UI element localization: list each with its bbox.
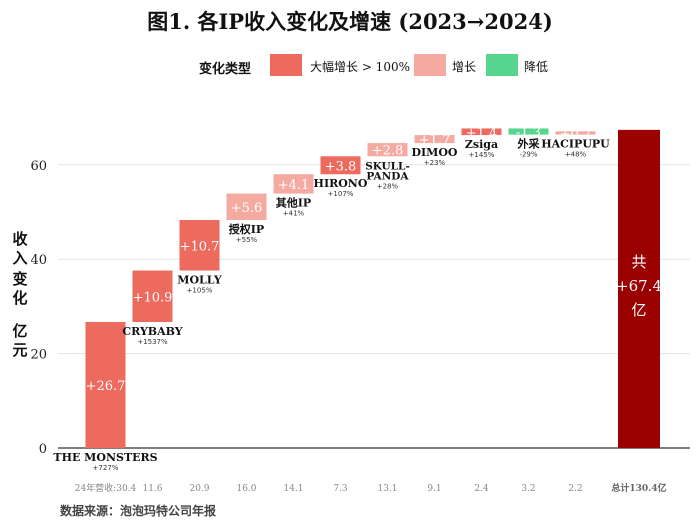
bar-value-label: -1.3 — [516, 126, 541, 141]
revenue-2024-label: 16.0 — [236, 484, 256, 494]
y-tick-label: 60 — [30, 159, 47, 174]
bar-growth-label: +107% — [328, 190, 354, 198]
bar-hirono — [320, 156, 361, 175]
y-tick-label: 40 — [30, 253, 47, 268]
bar-growth-label: +105% — [187, 287, 213, 295]
bar-total — [618, 129, 660, 448]
legend-label-decrease: 降低 — [524, 60, 549, 74]
legend-swatch-big-growth — [270, 54, 302, 76]
bar-growth-label: +48% — [565, 151, 587, 159]
revenue-2024-total-label: 总计130.4亿 — [611, 482, 666, 494]
y-axis-label-line3: 亿元 — [12, 322, 28, 359]
total-value-label: 亿 — [631, 301, 646, 319]
bar-name-label: MOLLY — [177, 274, 222, 287]
revenue-2024-label: 2.2 — [568, 484, 582, 494]
bar-value-label: +26.7 — [86, 379, 126, 394]
bar-value-label: +3.8 — [325, 159, 357, 174]
bar-growth-label: +1537% — [137, 338, 168, 346]
y-axis-label-line1: 收入 — [12, 230, 28, 267]
bar-name-label: Zsiga — [465, 138, 498, 151]
bar-growth-label: +145% — [469, 151, 495, 159]
bar-growth-label: +23% — [424, 159, 446, 167]
bar-name-label: HIRONO — [314, 177, 368, 190]
bar-value-label: +1.4 — [466, 126, 498, 141]
bar-value-label: +10.7 — [180, 239, 220, 254]
bar-crybaby — [132, 270, 173, 322]
bar-growth-label: +41% — [283, 210, 305, 218]
bar-hacipupu — [555, 131, 596, 135]
bar-value-label: +2.8 — [372, 144, 404, 159]
legend: 变化类型 大幅增长 > 100% 增长 降低 — [0, 54, 700, 80]
bar-growth-label: +727% — [93, 464, 119, 472]
revenue-2024-label: 2.4 — [474, 484, 489, 494]
bar-name-label: THE MONSTERS — [53, 451, 157, 464]
bar-name-label: PANDA — [366, 170, 409, 182]
bar-skull--panda — [367, 143, 408, 157]
bar-dimoo — [414, 135, 455, 144]
bar-value-label: +10.9 — [133, 290, 173, 305]
bar-growth-label: -29% — [519, 151, 537, 159]
total-value-label: +67.4 — [616, 277, 662, 295]
revenue-2024-label: 11.6 — [142, 484, 162, 494]
legend-label-growth: 增长 — [452, 60, 477, 74]
revenue-2024-label: 3.2 — [521, 484, 535, 494]
revenue-2024-label: 7.3 — [333, 484, 348, 494]
bar-name-label: SKULL- — [365, 160, 410, 172]
bar-value-label: +5.6 — [231, 201, 263, 216]
legend-label-big-growth: 大幅增长 > 100% — [310, 60, 410, 74]
revenue-2024-label: 13.1 — [377, 484, 397, 494]
revenue-2024-label: 24年营收:30.4 — [75, 482, 137, 494]
y-tick-label: 20 — [30, 348, 47, 363]
legend-swatch-decrease — [486, 54, 518, 76]
bar-the-monsters — [85, 321, 126, 448]
total-value-label: 共 — [631, 253, 646, 271]
revenue-2024-label: 9.1 — [427, 484, 441, 494]
bar-授权ip — [226, 193, 267, 221]
revenue-2024-label: 14.1 — [283, 484, 303, 494]
y-axis-label-line2: 变化 — [12, 270, 28, 307]
bar-外采 — [508, 128, 549, 135]
y-tick-label: 0 — [39, 442, 47, 457]
bar-value-label: +4.1 — [278, 178, 310, 193]
bar-growth-label: +55% — [236, 236, 258, 244]
bar-name-label: CRYBABY — [122, 325, 182, 338]
data-source: 数据来源：泡泡玛特公司年报 — [60, 504, 217, 518]
bar-name-label: 其他IP — [276, 196, 311, 210]
chart-title: 图1. 各IP收入变化及增速 (2023→2024) — [147, 9, 553, 34]
bar-value-label: +0.7 — [560, 127, 592, 142]
bar-name-label: 授权IP — [229, 222, 264, 236]
bar-name-label: HACIPUPU — [541, 138, 610, 151]
legend-swatch-growth — [414, 54, 446, 76]
revenue-2024-label: 20.9 — [189, 484, 209, 494]
bar-zsiga — [461, 128, 502, 136]
bar-其他ip — [273, 174, 314, 194]
bar-molly — [179, 220, 220, 271]
bar-name-label: DIMOO — [411, 146, 457, 159]
bar-value-label: +1.7 — [419, 133, 451, 148]
legend-title: 变化类型 — [199, 62, 252, 77]
bar-name-label: 外采 — [517, 137, 541, 151]
bar-growth-label: +28% — [377, 182, 399, 190]
